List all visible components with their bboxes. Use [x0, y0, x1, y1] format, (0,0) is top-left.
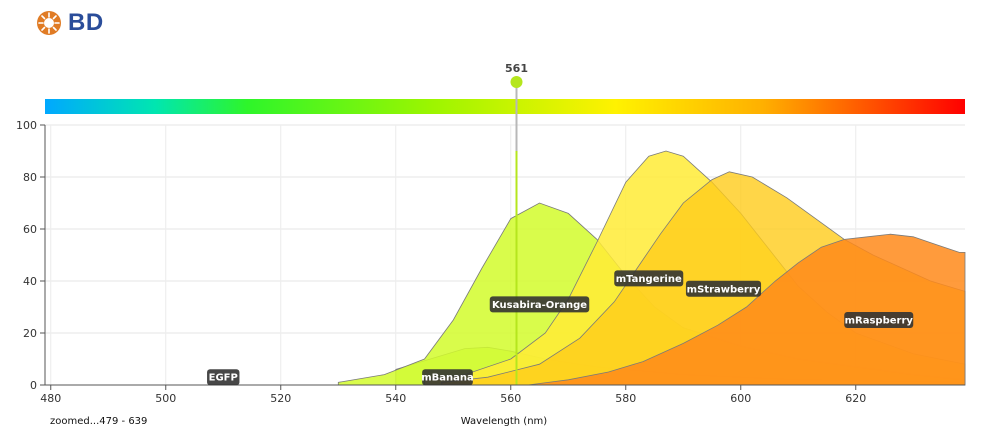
label-egfp: EGFP: [207, 369, 240, 386]
x-tick-label: 580: [615, 392, 636, 405]
area-mraspberry[interactable]: [527, 233, 966, 386]
series-labels: EGFP mBanana Kusabira-Orange mTangerine mStr…: [207, 270, 913, 386]
x-tick-label: 480: [40, 392, 61, 405]
zoom-range-label: zoomed...479 - 639: [50, 416, 147, 427]
label-kusabira-orange: Kusabira-Orange: [489, 296, 590, 313]
label-text: mRaspberry: [845, 316, 914, 327]
label-mraspberry: mRaspberry: [844, 312, 913, 328]
label-mbanana: mBanana: [421, 369, 474, 386]
label-background: [422, 369, 473, 386]
y-tick-label: 20: [23, 327, 37, 340]
x-tick-label: 620: [845, 392, 866, 405]
label-text: Kusabira-Orange: [492, 300, 587, 311]
spectrum-bar: [45, 99, 965, 114]
label-background: [207, 369, 240, 386]
label-background: [685, 280, 762, 297]
logo-text: BD: [68, 9, 104, 36]
label-text: mTangerine: [616, 274, 682, 285]
x-tick-label: 540: [385, 392, 406, 405]
y-tick-label: 40: [23, 275, 37, 288]
series-areas: [45, 150, 966, 386]
x-tick-label: 600: [730, 392, 751, 405]
y-tick-label: 80: [23, 171, 37, 184]
x-axis-title: Wavelength (nm): [461, 416, 547, 427]
bd-sun-icon: [37, 11, 61, 35]
label-mtangerine: mTangerine: [614, 270, 684, 287]
y-tick-label: 60: [23, 223, 37, 236]
laser-handle[interactable]: [510, 76, 523, 88]
label-mstrawberry: mStrawberry: [685, 280, 762, 297]
y-tick-label: 100: [16, 119, 37, 132]
laser-marker[interactable]: 561: [505, 62, 528, 385]
label-text: mBanana: [421, 373, 474, 384]
y-tick-label: 0: [30, 379, 37, 392]
label-text: EGFP: [209, 373, 238, 384]
axes: 0 20 40 60 80 100 480 500 520 540 560 580 600 620: [16, 119, 965, 405]
label-background: [614, 270, 684, 287]
bd-logo: BD: [36, 9, 104, 37]
label-background: [844, 312, 914, 328]
label-text: mStrawberry: [687, 284, 761, 295]
x-tick-label: 520: [270, 392, 291, 405]
x-tick-label: 500: [155, 392, 176, 405]
label-background: [489, 296, 590, 313]
x-tick-label: 560: [500, 392, 521, 405]
laser-wavelength-label: 561: [505, 62, 528, 75]
